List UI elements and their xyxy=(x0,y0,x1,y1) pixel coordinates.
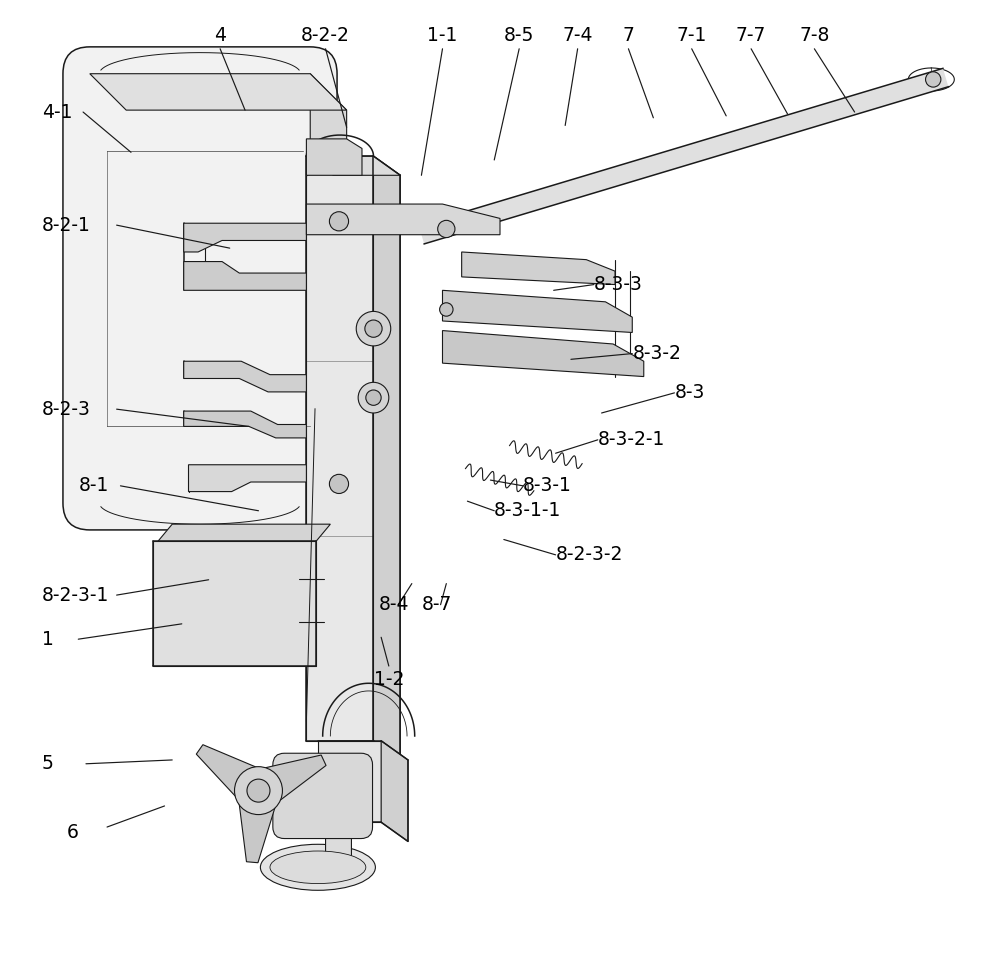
Circle shape xyxy=(926,71,941,87)
Text: 6: 6 xyxy=(67,823,79,843)
Polygon shape xyxy=(184,224,306,252)
Text: 8-2-3: 8-2-3 xyxy=(42,400,91,418)
Text: 1-1: 1-1 xyxy=(427,26,458,45)
FancyBboxPatch shape xyxy=(273,753,373,839)
Text: 8-2-2: 8-2-2 xyxy=(301,26,350,45)
Text: 8-3-3: 8-3-3 xyxy=(594,275,643,294)
Polygon shape xyxy=(306,204,500,234)
Text: 8-5: 8-5 xyxy=(504,26,534,45)
Polygon shape xyxy=(158,524,330,542)
Text: 7-1: 7-1 xyxy=(677,26,707,45)
Polygon shape xyxy=(373,156,400,760)
Circle shape xyxy=(329,474,349,494)
Circle shape xyxy=(365,320,382,337)
Circle shape xyxy=(440,303,453,316)
Text: 8-2-1: 8-2-1 xyxy=(42,216,91,234)
Text: 7-8: 7-8 xyxy=(799,26,830,45)
Text: 4-1: 4-1 xyxy=(42,102,72,121)
Polygon shape xyxy=(442,331,644,377)
Text: 1-2: 1-2 xyxy=(374,670,404,689)
Polygon shape xyxy=(196,744,262,801)
Circle shape xyxy=(366,390,381,405)
Text: 8-4: 8-4 xyxy=(379,595,410,614)
Text: 5: 5 xyxy=(42,754,54,773)
Text: 8-1: 8-1 xyxy=(78,476,109,495)
Polygon shape xyxy=(90,73,347,110)
Ellipse shape xyxy=(270,851,366,884)
Text: 8-3-1-1: 8-3-1-1 xyxy=(494,501,562,521)
Polygon shape xyxy=(153,542,316,666)
Polygon shape xyxy=(310,73,347,540)
Polygon shape xyxy=(259,755,326,804)
Circle shape xyxy=(438,221,455,237)
Text: 8-2-3-1: 8-2-3-1 xyxy=(42,585,109,604)
Text: 7: 7 xyxy=(622,26,634,45)
Polygon shape xyxy=(381,740,408,842)
Text: 8-2-3-2: 8-2-3-2 xyxy=(556,546,623,564)
Circle shape xyxy=(356,311,391,346)
Polygon shape xyxy=(419,68,948,244)
Text: 8-3-2-1: 8-3-2-1 xyxy=(598,430,665,449)
Polygon shape xyxy=(442,290,632,333)
Text: 8-3: 8-3 xyxy=(674,384,705,402)
Polygon shape xyxy=(318,740,381,822)
Polygon shape xyxy=(306,139,362,175)
Polygon shape xyxy=(184,362,306,392)
Polygon shape xyxy=(189,465,306,492)
Text: 8-3-1: 8-3-1 xyxy=(523,476,572,495)
Text: 7-4: 7-4 xyxy=(562,26,593,45)
Text: 1: 1 xyxy=(42,629,54,649)
Polygon shape xyxy=(184,411,306,438)
Polygon shape xyxy=(306,156,400,175)
Text: 8-3-2: 8-3-2 xyxy=(632,344,681,363)
Circle shape xyxy=(247,779,270,802)
Polygon shape xyxy=(239,798,277,863)
Ellipse shape xyxy=(260,844,375,891)
Circle shape xyxy=(329,212,349,231)
Text: 4: 4 xyxy=(214,26,226,45)
Circle shape xyxy=(235,766,282,815)
Text: 8-7: 8-7 xyxy=(421,595,452,614)
Text: 7-7: 7-7 xyxy=(736,26,766,45)
Polygon shape xyxy=(326,822,351,868)
Polygon shape xyxy=(306,156,373,740)
FancyBboxPatch shape xyxy=(63,47,337,530)
Polygon shape xyxy=(462,252,615,284)
Polygon shape xyxy=(184,261,306,290)
Circle shape xyxy=(358,383,389,413)
